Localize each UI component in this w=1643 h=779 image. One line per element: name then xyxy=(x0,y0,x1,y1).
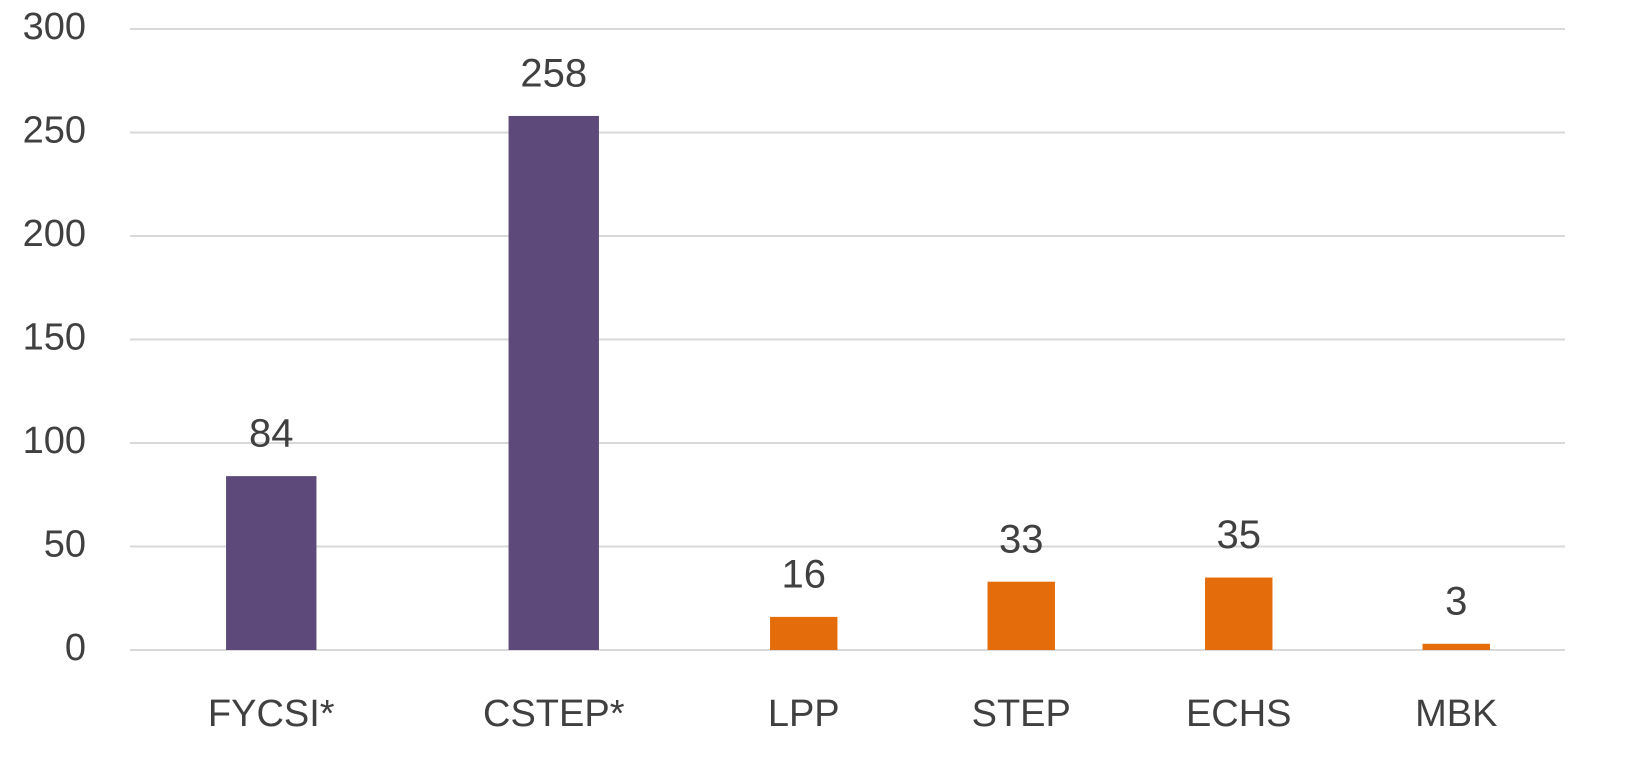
x-tick-label: CSTEP* xyxy=(483,693,625,735)
value-label: 84 xyxy=(249,412,294,456)
y-tick-label: 200 xyxy=(23,213,86,255)
y-tick-label: 0 xyxy=(65,627,86,669)
x-tick-label: FYCSI* xyxy=(208,693,335,735)
x-tick-label: ECHS xyxy=(1186,693,1292,735)
x-tick-label: MBK xyxy=(1415,693,1497,735)
y-tick-label: 250 xyxy=(23,110,86,152)
x-tick-label: LPP xyxy=(768,693,840,735)
bar xyxy=(770,616,838,650)
value-label: 3 xyxy=(1445,579,1467,623)
y-tick-label: 50 xyxy=(44,524,86,566)
y-tick-label: 150 xyxy=(23,317,86,359)
value-label: 33 xyxy=(999,517,1044,561)
value-label: 35 xyxy=(1217,513,1262,557)
x-tick-label: STEP xyxy=(972,693,1071,735)
bar xyxy=(508,115,599,650)
bar xyxy=(987,581,1055,650)
y-tick-label: 300 xyxy=(23,6,86,48)
y-tick-label: 100 xyxy=(23,420,86,462)
bar xyxy=(1422,643,1490,650)
bar xyxy=(226,476,317,650)
value-label: 258 xyxy=(520,52,587,96)
value-label: 16 xyxy=(782,552,827,596)
bar xyxy=(1205,577,1273,650)
